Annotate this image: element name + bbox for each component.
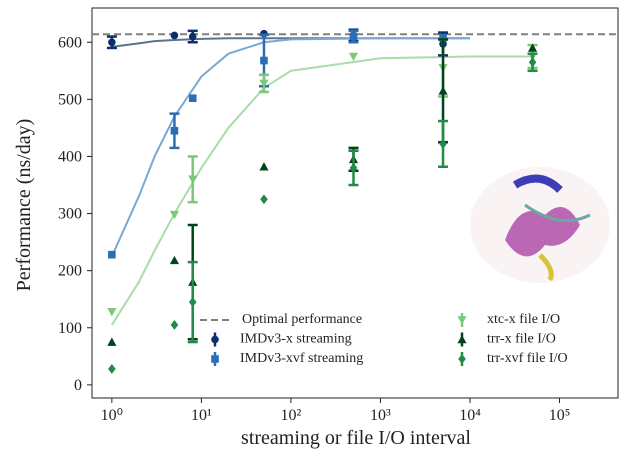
marker xyxy=(188,297,197,308)
x-tick-label: 10⁵ xyxy=(549,407,571,424)
marker xyxy=(169,210,180,220)
protein-image xyxy=(470,167,610,283)
marker xyxy=(528,57,537,68)
y-tick-label: 500 xyxy=(58,91,82,108)
x-tick-label: 10⁰ xyxy=(101,407,123,424)
marker xyxy=(188,175,198,184)
y-axis-label: Performance (ns/day) xyxy=(13,119,35,292)
plot-frame xyxy=(91,7,619,399)
marker xyxy=(169,255,180,265)
marker xyxy=(259,162,269,171)
marker xyxy=(457,316,467,325)
marker xyxy=(108,38,116,47)
legend-label: IMDv3-xvf streaming xyxy=(240,351,363,366)
marker xyxy=(108,363,116,374)
marker xyxy=(457,334,467,344)
x-tick-label: 10⁴ xyxy=(459,407,481,424)
legend-label: IMDv3-x streaming xyxy=(240,332,352,347)
legend-label: trr-x file I/O xyxy=(487,332,556,347)
y-tick-label: 0 xyxy=(74,377,82,394)
marker xyxy=(438,86,448,95)
marker xyxy=(260,194,268,205)
marker xyxy=(170,31,179,40)
x-tick-label: 10³ xyxy=(370,407,391,424)
x-axis-label: streaming or file I/O interval xyxy=(241,427,471,449)
y-tick-label: 100 xyxy=(58,320,82,337)
marker xyxy=(211,335,219,344)
marker xyxy=(349,162,358,173)
y-tick-label: 400 xyxy=(58,148,82,165)
legend-label: xtc-x file I/O xyxy=(487,312,560,327)
x-tick-label: 10¹ xyxy=(191,407,212,424)
marker xyxy=(439,138,447,149)
marker xyxy=(348,52,359,62)
marker xyxy=(188,94,197,103)
fit-curve xyxy=(111,55,533,326)
fit-curve xyxy=(110,37,470,257)
marker xyxy=(211,355,219,363)
y-tick-label: 300 xyxy=(58,206,82,223)
marker xyxy=(260,56,268,65)
marker xyxy=(188,32,197,41)
marker xyxy=(259,79,269,88)
marker xyxy=(107,307,117,317)
marker xyxy=(170,319,179,330)
x-tick-label: 10² xyxy=(281,407,302,424)
marker xyxy=(108,250,116,259)
marker xyxy=(349,32,358,41)
marker xyxy=(458,354,466,364)
y-tick-label: 600 xyxy=(58,34,82,51)
y-tick-label: 200 xyxy=(58,263,82,280)
marker xyxy=(107,337,117,346)
marker xyxy=(528,43,538,52)
legend-label: trr-xvf file I/O xyxy=(487,351,568,366)
marker xyxy=(439,33,447,42)
legend-label: Optimal performance xyxy=(242,312,362,327)
marker xyxy=(170,126,179,135)
